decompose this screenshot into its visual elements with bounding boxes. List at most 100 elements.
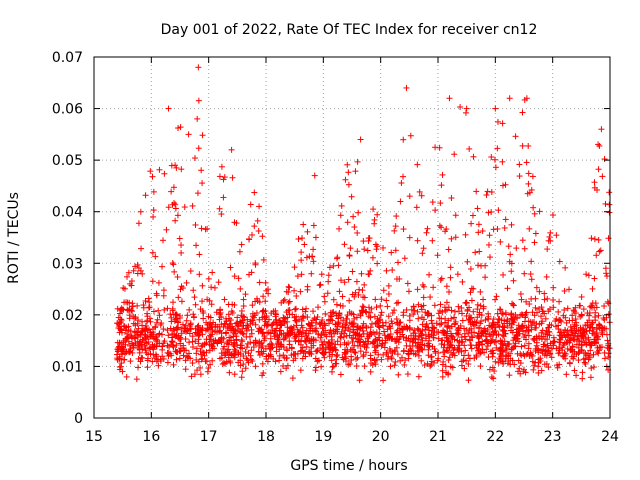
data-point bbox=[280, 344, 287, 351]
data-point bbox=[567, 335, 574, 342]
data-point bbox=[212, 324, 219, 331]
data-point bbox=[462, 347, 469, 354]
data-point bbox=[155, 356, 162, 363]
data-point bbox=[182, 328, 189, 335]
data-point bbox=[182, 366, 189, 373]
data-point bbox=[553, 232, 560, 239]
data-point bbox=[326, 340, 333, 347]
data-point bbox=[502, 181, 509, 188]
data-point bbox=[282, 335, 289, 342]
data-point bbox=[252, 339, 259, 346]
data-point bbox=[354, 248, 361, 255]
data-point bbox=[217, 306, 224, 313]
data-point bbox=[545, 364, 552, 371]
data-point bbox=[225, 301, 232, 308]
data-point bbox=[380, 377, 387, 384]
data-point bbox=[415, 326, 422, 333]
data-point bbox=[602, 200, 609, 207]
data-point bbox=[242, 365, 249, 372]
data-point bbox=[525, 180, 532, 187]
data-point bbox=[149, 358, 156, 365]
data-point bbox=[556, 316, 563, 323]
data-point bbox=[531, 239, 538, 246]
y-tick-label: 0.03 bbox=[52, 256, 83, 272]
data-point bbox=[310, 258, 317, 265]
data-point bbox=[491, 368, 498, 375]
data-point bbox=[195, 340, 202, 347]
data-point bbox=[206, 297, 213, 304]
data-point bbox=[191, 155, 198, 162]
data-point bbox=[177, 286, 184, 293]
data-point bbox=[488, 209, 495, 216]
data-point bbox=[477, 363, 484, 370]
x-tick-label: 20 bbox=[372, 429, 390, 445]
data-point bbox=[392, 358, 399, 365]
data-point bbox=[528, 258, 535, 265]
data-point bbox=[471, 329, 478, 336]
data-point bbox=[406, 317, 413, 324]
data-point bbox=[140, 336, 147, 343]
data-point bbox=[425, 311, 432, 318]
data-point bbox=[446, 95, 453, 102]
data-point bbox=[509, 329, 516, 336]
data-point bbox=[218, 211, 225, 218]
data-point bbox=[357, 348, 364, 355]
data-point bbox=[144, 364, 151, 371]
data-point bbox=[458, 304, 465, 311]
data-point bbox=[138, 342, 145, 349]
data-point bbox=[291, 264, 298, 271]
data-point bbox=[526, 189, 533, 196]
data-point bbox=[218, 163, 225, 170]
data-point bbox=[380, 244, 387, 251]
data-point bbox=[236, 248, 243, 255]
data-point bbox=[350, 320, 357, 327]
data-point bbox=[445, 246, 452, 253]
data-point bbox=[439, 361, 446, 368]
data-point bbox=[448, 195, 455, 202]
data-point bbox=[135, 355, 142, 362]
data-point bbox=[121, 356, 128, 363]
data-point bbox=[513, 332, 520, 339]
data-point bbox=[312, 234, 319, 241]
data-point bbox=[352, 289, 359, 296]
data-point bbox=[256, 279, 263, 286]
data-point bbox=[178, 166, 185, 173]
data-point bbox=[130, 341, 137, 348]
data-point bbox=[568, 332, 575, 339]
data-point bbox=[391, 307, 398, 314]
data-point bbox=[395, 371, 402, 378]
data-point bbox=[545, 328, 552, 335]
data-point bbox=[178, 242, 185, 249]
data-point bbox=[466, 313, 473, 320]
data-point bbox=[231, 301, 238, 308]
data-point bbox=[363, 308, 370, 315]
data-point bbox=[505, 243, 512, 250]
data-point bbox=[512, 133, 519, 140]
data-point bbox=[137, 208, 144, 215]
data-point bbox=[190, 311, 197, 318]
data-point bbox=[582, 350, 589, 357]
data-point bbox=[559, 347, 566, 354]
data-point bbox=[579, 375, 586, 382]
data-point bbox=[315, 304, 322, 311]
data-point bbox=[393, 344, 400, 351]
data-point bbox=[585, 272, 592, 279]
data-point bbox=[436, 144, 443, 151]
data-point bbox=[285, 289, 292, 296]
data-point bbox=[318, 332, 325, 339]
data-point bbox=[577, 313, 584, 320]
data-point bbox=[541, 296, 548, 303]
data-point bbox=[606, 209, 613, 216]
data-point bbox=[198, 351, 205, 358]
data-point bbox=[360, 304, 367, 311]
data-point bbox=[429, 324, 436, 331]
data-point bbox=[596, 248, 603, 255]
data-point bbox=[198, 326, 205, 333]
data-point bbox=[419, 281, 426, 288]
data-point bbox=[156, 330, 163, 337]
data-point bbox=[183, 279, 190, 286]
data-point bbox=[244, 340, 251, 347]
data-point bbox=[530, 204, 537, 211]
data-point bbox=[523, 159, 530, 166]
data-point bbox=[528, 276, 535, 283]
